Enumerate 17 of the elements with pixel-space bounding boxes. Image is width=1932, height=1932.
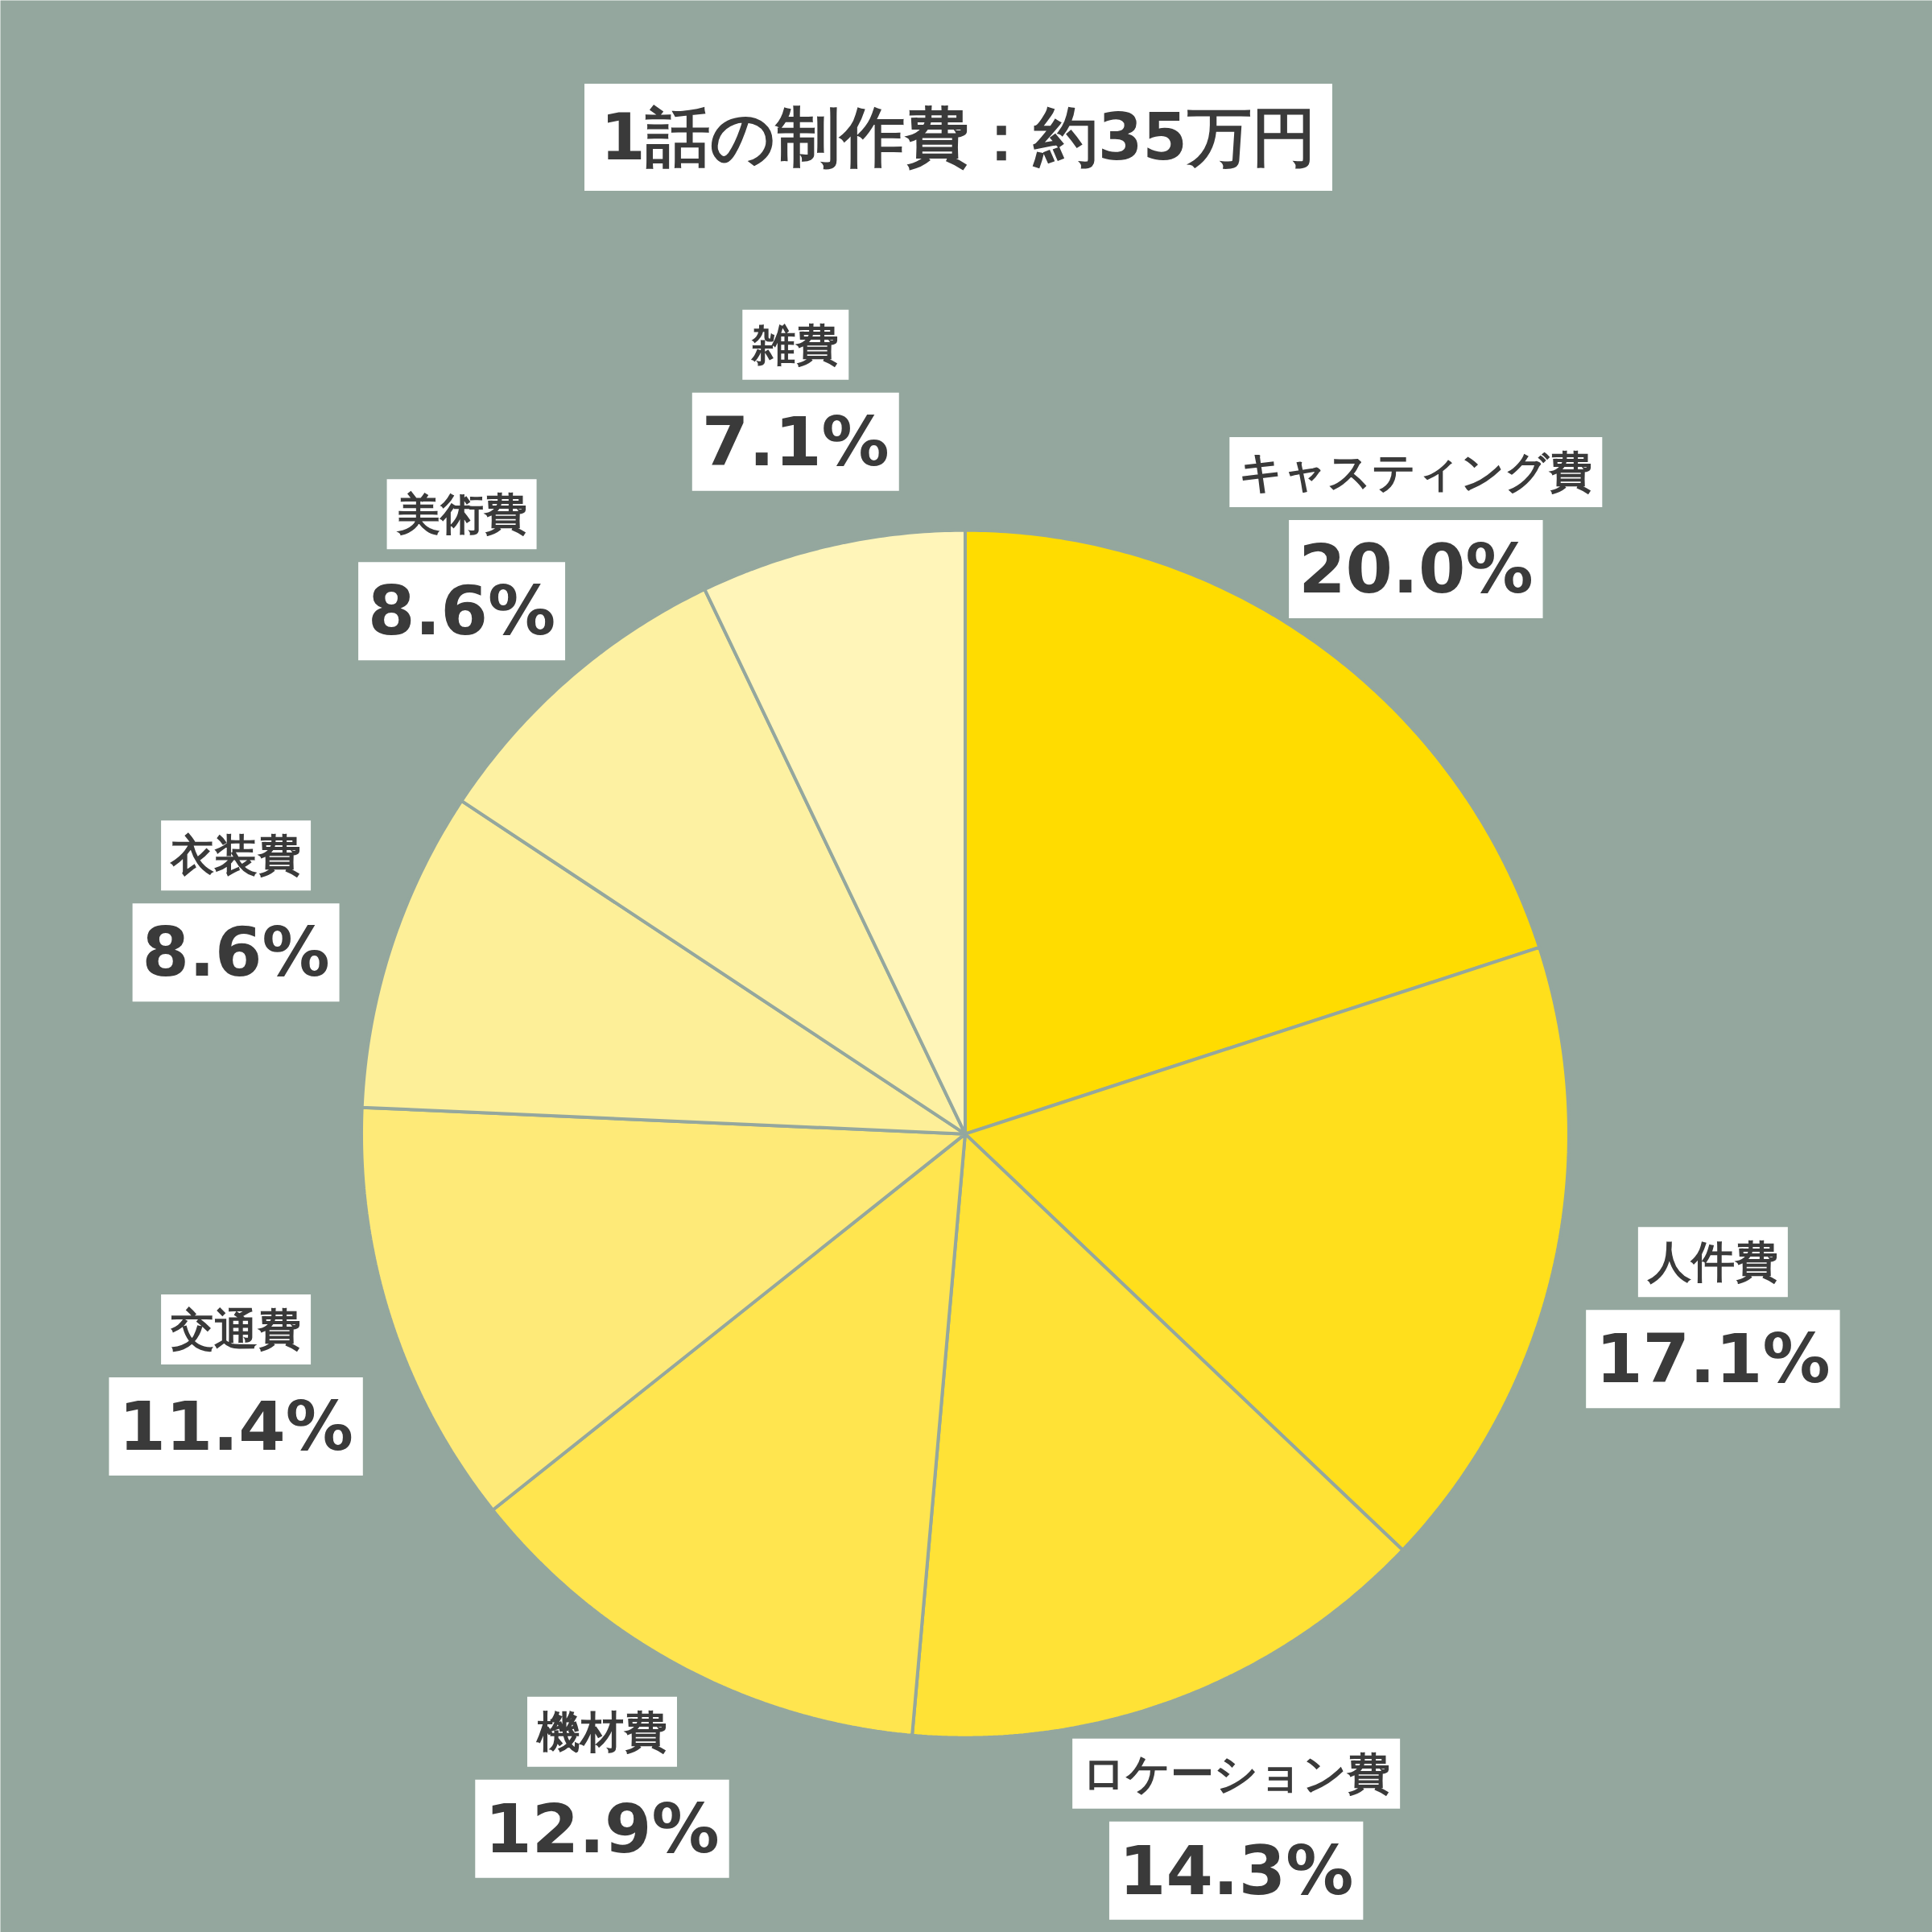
slice-label: 美術費 (395, 489, 527, 540)
data-label: 17.1% (1596, 1319, 1831, 1399)
chart-title: 1話の制作費：約35万円 (601, 100, 1316, 175)
slice-label: 雑費 (750, 319, 840, 370)
data-label: 20.0% (1298, 530, 1534, 609)
data-label: 11.4% (118, 1387, 353, 1466)
slice-label: 人件費 (1646, 1236, 1778, 1288)
data-label: 14.3% (1118, 1831, 1354, 1910)
data-label: 7.1% (701, 402, 890, 481)
data-label: 8.6% (142, 913, 330, 993)
slice-label: ロケーション費 (1082, 1748, 1391, 1799)
data-label: 12.9% (485, 1789, 720, 1868)
slice-label: キャスティング費 (1239, 447, 1593, 498)
slice-label: 衣装費 (169, 830, 302, 881)
slice-label: 機材費 (535, 1706, 667, 1757)
data-label: 8.6% (368, 572, 556, 651)
slice-label: 交通費 (170, 1304, 302, 1355)
